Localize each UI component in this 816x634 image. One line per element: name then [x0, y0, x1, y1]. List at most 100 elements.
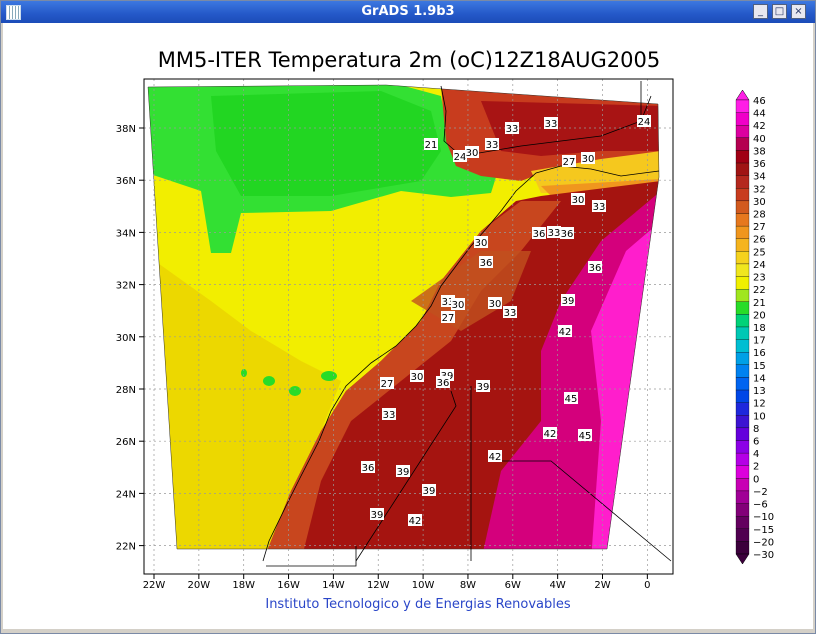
colorbar-label: 25 [753, 247, 766, 258]
contour-label-box [532, 227, 546, 239]
colorbar-swatch [735, 213, 750, 227]
colorbar-swatch [735, 364, 750, 378]
colorbar-swatch [735, 225, 750, 239]
y-tick-label: 26N [116, 437, 136, 448]
colorbar-swatch [735, 490, 750, 504]
map-frame [143, 78, 674, 575]
minimize-button[interactable]: _ [753, 4, 768, 19]
contour-label-box [441, 311, 455, 323]
colorbar-swatch [735, 503, 750, 517]
contour-label: 24 [454, 152, 467, 163]
colorbar-swatch [735, 251, 750, 265]
colorbar-label: 22 [753, 285, 766, 296]
contour-label: 30 [475, 238, 488, 249]
colorbar-label: 4 [753, 449, 759, 460]
colorbar-label: 28 [753, 210, 766, 221]
contour-label-box [578, 429, 592, 441]
contour-label-box [465, 146, 479, 158]
colorbar-swatch [735, 465, 750, 479]
contour-label-box [564, 392, 578, 404]
colorbar-label: 42 [753, 121, 766, 132]
contour-label: 39 [562, 296, 575, 307]
x-tick-label: 16W [277, 580, 300, 591]
y-tick-label: 36N [116, 176, 136, 187]
colorbar-label: 38 [753, 146, 766, 157]
contour-label: 33 [545, 119, 558, 130]
colorbar-label: 32 [753, 184, 766, 195]
colorbar-swatch [735, 528, 750, 542]
colorbar-label: 44 [753, 109, 766, 120]
colorbar-swatch [735, 200, 750, 214]
contour-label: 33 [593, 202, 606, 213]
colorbar-swatch [735, 326, 750, 340]
contour-label-box [561, 294, 575, 306]
contour-label: 39 [397, 467, 410, 478]
contour-label: 33 [442, 297, 455, 308]
close-button[interactable]: × [791, 4, 806, 19]
colorbar-swatch [735, 188, 750, 202]
title-bar: GrADS 1.9b3 _ □ × [1, 1, 815, 23]
contour-label-box [422, 484, 436, 496]
contour-label: 33 [506, 124, 519, 135]
contour-label: 36 [561, 229, 574, 240]
colorbar-swatch [735, 301, 750, 315]
window-title: GrADS 1.9b3 [361, 4, 455, 19]
contour-label-box [558, 325, 572, 337]
x-tick-label: 8W [460, 580, 476, 591]
colorbar-label: 2 [753, 462, 759, 473]
window-icon[interactable] [6, 5, 21, 20]
colorbar-label: 15 [753, 361, 766, 372]
contour-label: 33 [504, 308, 517, 319]
colorbar-swatch [735, 452, 750, 466]
colorbar-swatch [735, 314, 750, 328]
contour-label: 36 [533, 229, 546, 240]
contour-label: 39 [371, 510, 384, 521]
grid [144, 79, 673, 574]
contour-label-box [410, 370, 424, 382]
colorbar-label: 36 [753, 159, 766, 170]
contour-label: 42 [559, 327, 572, 338]
colorbar-swatch [735, 289, 750, 302]
contour-label-box [544, 117, 558, 129]
colorbar-label: 21 [753, 298, 766, 309]
contour-label-box [380, 377, 394, 389]
contour-label-box [453, 150, 467, 162]
colorbar-label: 40 [753, 134, 766, 145]
contour-label: 36 [589, 263, 602, 274]
contour-label-box [485, 138, 499, 150]
colorbar-label: 6 [753, 437, 759, 448]
colorbar-label: 30 [753, 197, 766, 208]
contour-label-box [560, 227, 574, 239]
colorbar-arrow [735, 553, 750, 565]
credit: Instituto Tecnologico y de Energias Reno… [265, 597, 570, 612]
colorbar-label: −30 [753, 550, 774, 561]
contour-label: 30 [582, 154, 595, 165]
contour-label-box [361, 461, 375, 473]
contour-label: 45 [579, 431, 592, 442]
colorbar-swatch [735, 263, 750, 277]
contour-label-box [476, 380, 490, 392]
maximize-button[interactable]: □ [772, 4, 787, 19]
x-tick-label: 22W [143, 580, 166, 591]
colorbar-swatch [735, 238, 750, 252]
colorbar-swatch [735, 427, 750, 441]
contour-label-box [581, 152, 595, 164]
colorbar-label: 0 [753, 474, 759, 485]
colorbar-swatch [735, 516, 750, 529]
colorbar-swatch [735, 125, 750, 138]
colorbar-label: 12 [753, 399, 766, 410]
contour-label-box [408, 514, 422, 526]
contour-label-box [396, 465, 410, 477]
y-tick-label: 34N [116, 228, 136, 239]
colorbar-swatch [735, 137, 750, 151]
colorbar-label: −15 [753, 525, 774, 536]
colorbar-label: 20 [753, 310, 766, 321]
contour-label: 27 [442, 313, 455, 324]
coastlines [262, 81, 672, 567]
colorbar-label: 8 [753, 424, 759, 435]
contour-label-box [479, 256, 493, 268]
colorbar-label: 24 [753, 260, 766, 271]
contour-label-box [424, 138, 438, 150]
contour-label: 39 [423, 486, 436, 497]
